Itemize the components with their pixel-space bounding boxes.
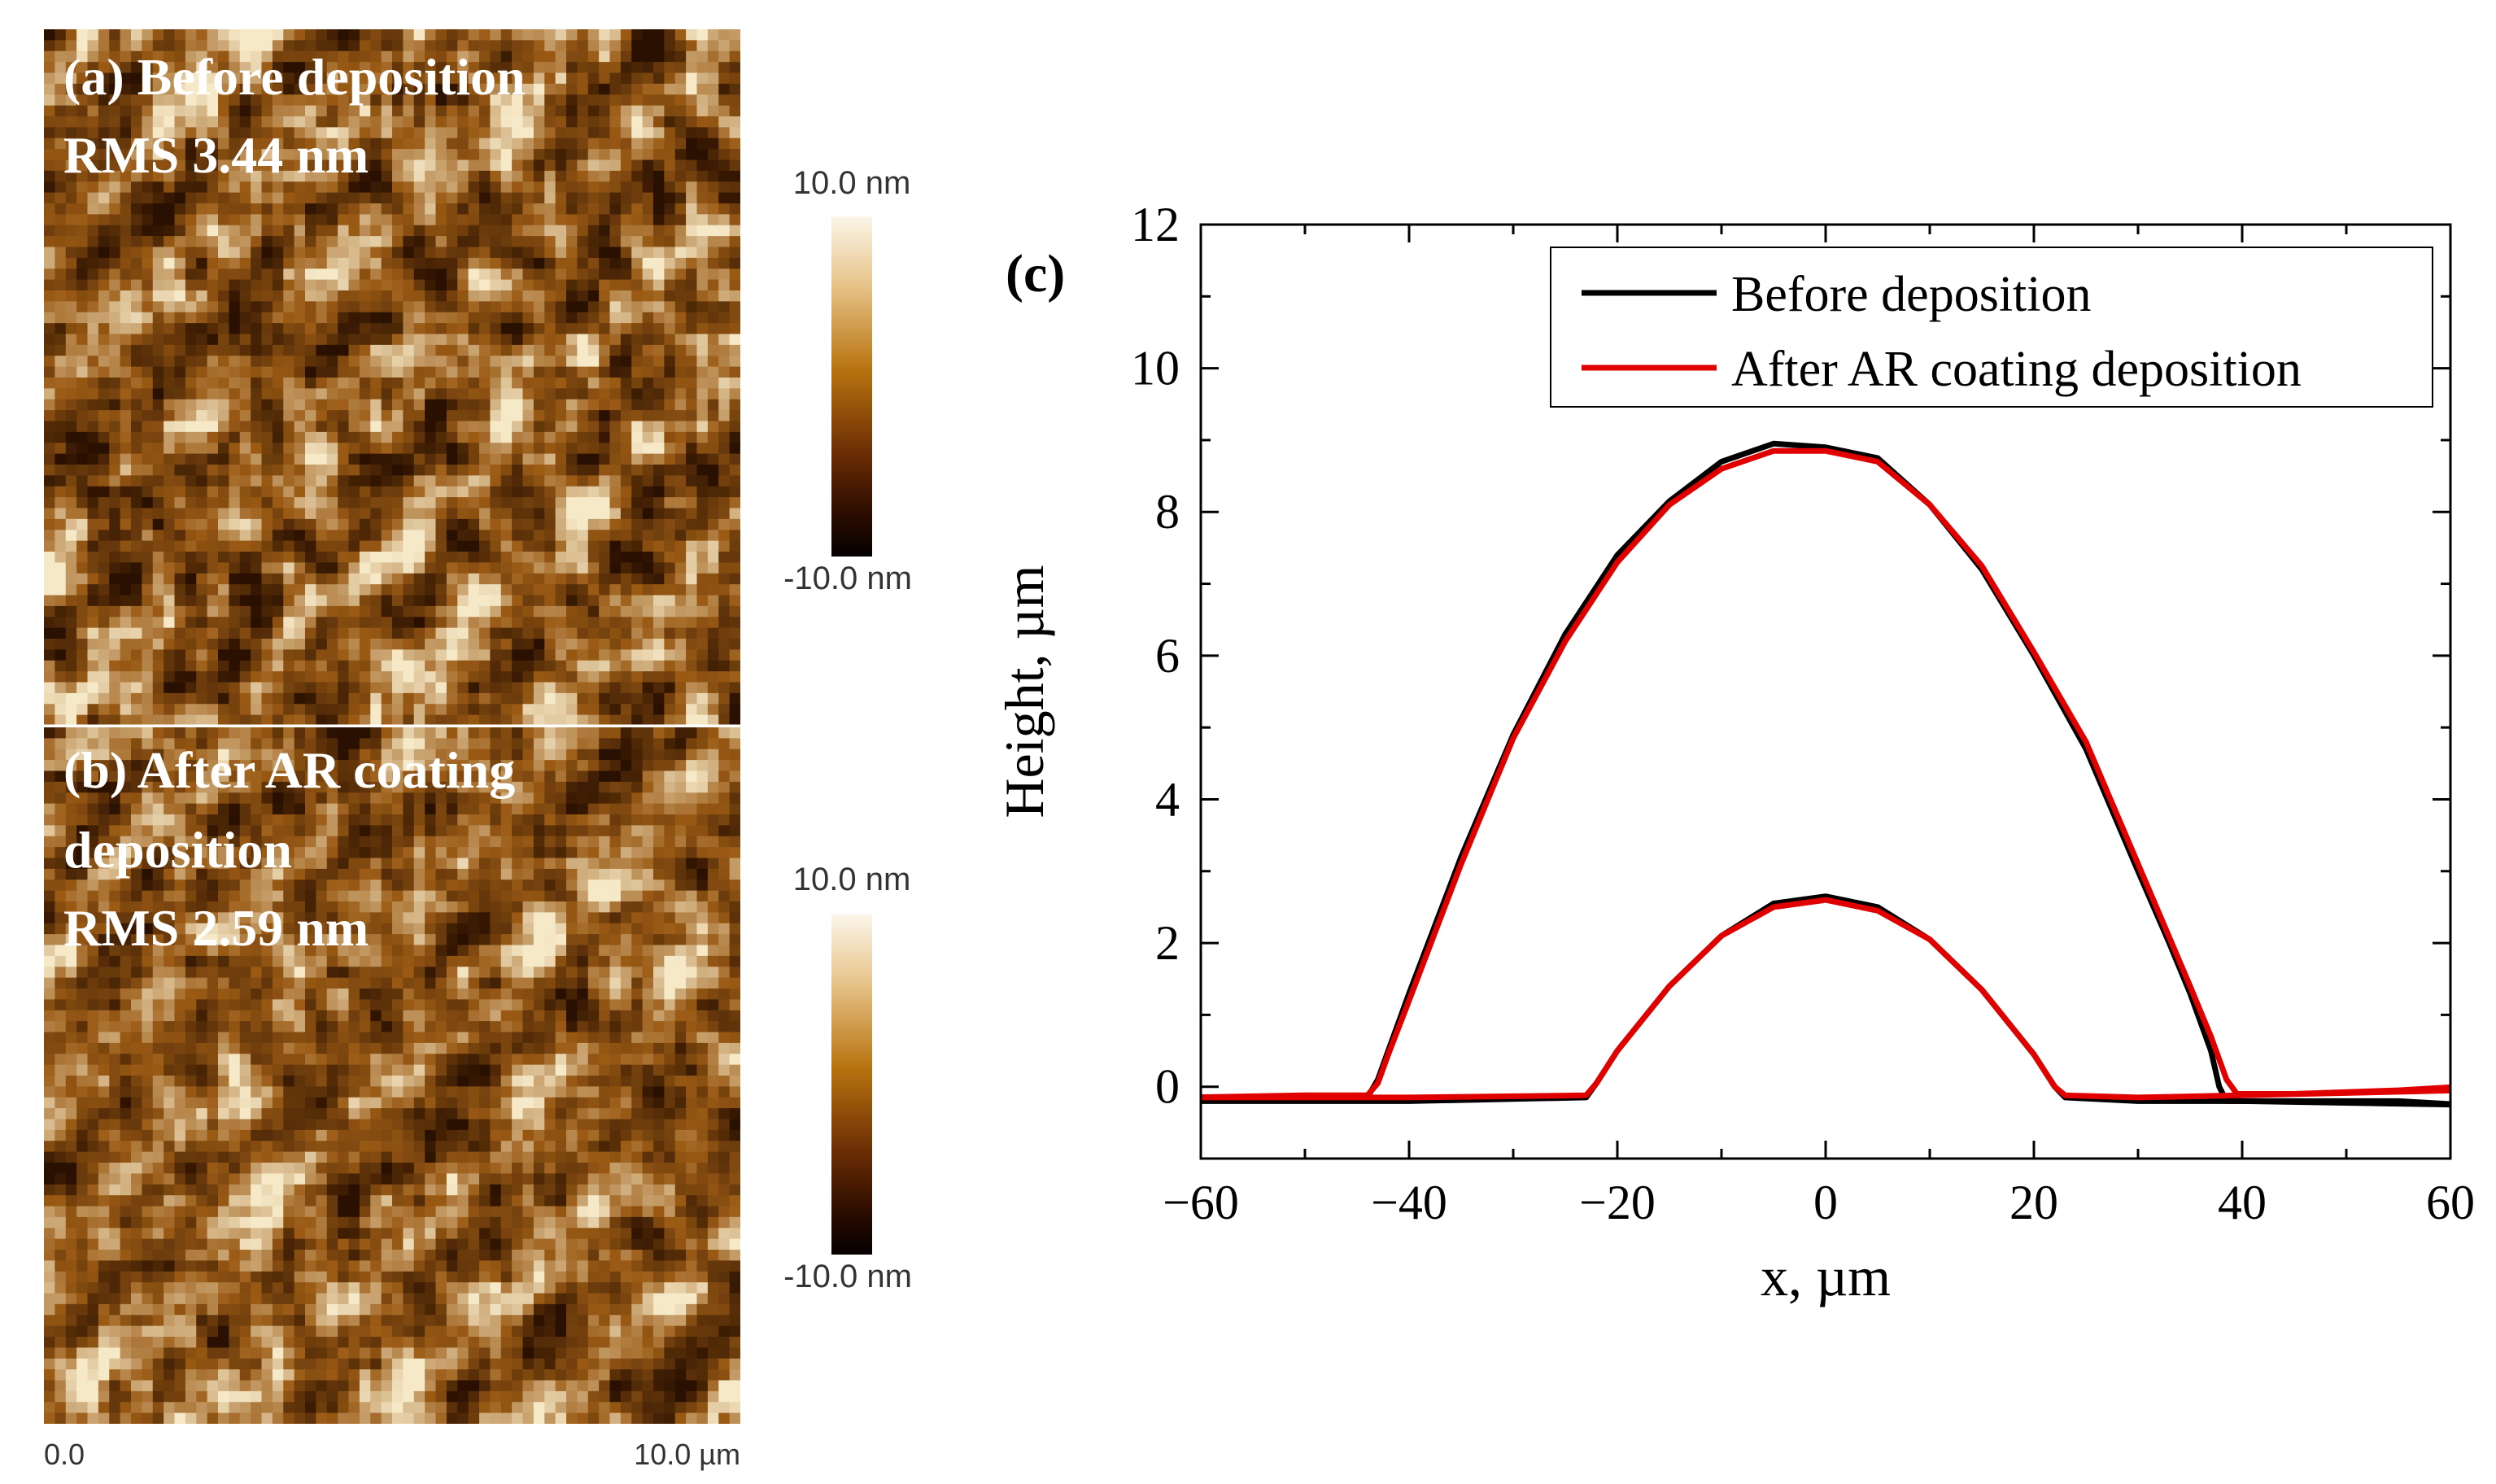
y-tick-label: 4: [1155, 772, 1180, 826]
y-tick-label: 8: [1155, 485, 1180, 539]
x-tick-label: 0: [1813, 1176, 1838, 1229]
y-tick-label: 0: [1155, 1060, 1180, 1114]
chart-legend: Before deposition After AR coating depos…: [1550, 247, 2433, 408]
afm-label-b-line1: (b) After AR coating: [63, 741, 515, 799]
afm-label-b-line2: deposition: [63, 821, 292, 879]
afm-label-a-line1: (a) Before deposition: [63, 48, 526, 106]
chart-panel-label: (c): [1006, 244, 1065, 303]
afm-image-b: [44, 727, 740, 1424]
x-tick-label: 20: [2009, 1176, 2058, 1229]
colorbar-a-max: 10.0 nm: [793, 165, 911, 201]
afm-label-b-line3: RMS 2.59 nm: [63, 899, 369, 957]
after-profile-small: [1201, 897, 2450, 1101]
profile-chart: −60 −40 −20 0 20 40 60 0 2 4 6 8 10 12 (c) x, µm Heig…: [993, 198, 2475, 1307]
colorbar-b: 10.0 nm -10.0 nm: [783, 862, 912, 1294]
afm-panel-b: (b) After AR coating deposition RMS 2.59…: [44, 727, 740, 1424]
afm-image-a: [44, 29, 740, 726]
colorbar-b-min: -10.0 nm: [783, 1259, 912, 1294]
x-tick-label: −60: [1163, 1176, 1239, 1229]
colorbar-a-min: -10.0 nm: [783, 561, 912, 596]
colorbar-a-gradient: [831, 216, 872, 556]
legend-label-before: Before deposition: [1731, 267, 2092, 322]
before-profile-large: [1201, 440, 2450, 1107]
afm-panel-a: (a) Before deposition RMS 3.44 nm: [44, 29, 740, 726]
chart-x-axis-label: x, µm: [1761, 1246, 1891, 1307]
y-tick-label: 10: [1131, 342, 1180, 395]
x-tick-label: −40: [1371, 1176, 1447, 1229]
x-tick-label: 60: [2426, 1176, 2475, 1229]
x-tick-label: −20: [1579, 1176, 1656, 1229]
afm-scale-end: 10.0 µm: [634, 1438, 740, 1471]
afm-label-a-line2: RMS 3.44 nm: [63, 126, 369, 184]
plot-frame: [1199, 223, 2452, 1160]
y-tick-label: 12: [1131, 198, 1180, 251]
after-profile-large: [1201, 447, 2450, 1101]
y-tick-label: 2: [1155, 916, 1180, 970]
x-tick-label: 40: [2218, 1176, 2267, 1229]
legend-box: [1550, 247, 2433, 408]
legend-label-after: After AR coating deposition: [1731, 342, 2302, 397]
colorbar-b-gradient: [831, 914, 872, 1255]
afm-scale-start: 0.0: [44, 1438, 85, 1471]
y-tick-label: 6: [1155, 629, 1180, 683]
chart-y-axis-label: Height, µm: [993, 565, 1055, 818]
colorbar-b-max: 10.0 nm: [793, 862, 911, 897]
colorbar-a: 10.0 nm -10.0 nm: [783, 165, 912, 596]
